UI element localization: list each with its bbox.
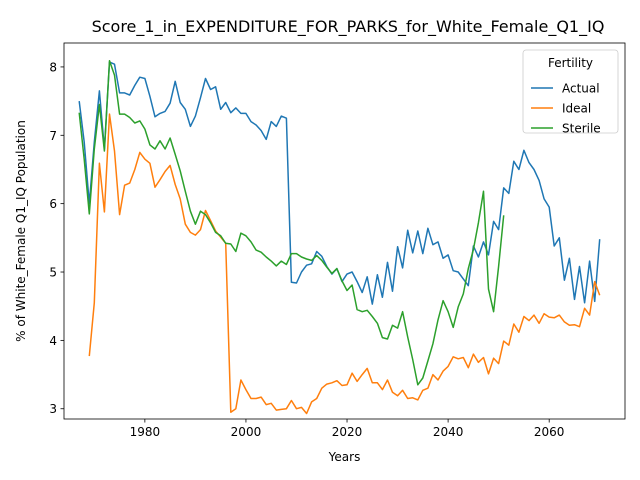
series-line-ideal: [88, 113, 601, 415]
x-tick-label: 2020: [332, 425, 363, 439]
x-tick-label: 1980: [130, 425, 161, 439]
legend-title: Fertility: [548, 56, 593, 70]
y-tick-label: 8: [49, 60, 57, 74]
x-axis-label: Years: [328, 450, 361, 464]
series-layer: [78, 60, 601, 415]
legend-label-ideal: Ideal: [562, 102, 591, 116]
y-tick-label: 3: [49, 402, 57, 416]
legend: Fertility Actual Ideal Sterile: [522, 49, 619, 136]
chart-title: Score_1_in_EXPENDITURE_FOR_PARKS_for_Whi…: [92, 17, 605, 37]
y-axis-label: % of White_Female Q1_IQ Population: [14, 120, 28, 342]
y-axis: 3 4 5 6 7 8: [49, 60, 64, 416]
legend-label-actual: Actual: [562, 82, 600, 96]
legend-label-sterile: Sterile: [562, 122, 601, 136]
series-line-sterile: [78, 60, 505, 386]
legend-items: Actual Ideal Sterile: [531, 82, 601, 136]
y-tick-label: 6: [49, 197, 57, 211]
x-tick-label: 2040: [433, 425, 464, 439]
plot-frame: [63, 42, 626, 420]
x-tick-label: 2060: [534, 425, 565, 439]
y-tick-label: 4: [49, 334, 57, 348]
legend-box: [522, 49, 619, 134]
y-tick-label: 7: [49, 129, 57, 143]
y-tick-label: 5: [49, 266, 57, 280]
x-tick-label: 2000: [231, 425, 262, 439]
x-axis: 1980 2000 2020 2040 2060: [130, 419, 565, 439]
